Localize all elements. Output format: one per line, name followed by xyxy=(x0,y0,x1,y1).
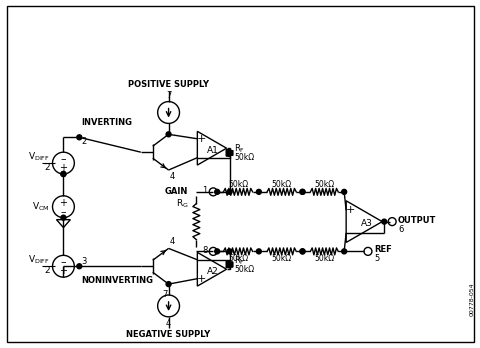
Circle shape xyxy=(256,249,261,254)
Text: 50kΩ: 50kΩ xyxy=(271,180,291,189)
Text: 50kΩ: 50kΩ xyxy=(271,254,291,263)
Text: 50kΩ: 50kΩ xyxy=(228,180,248,189)
Text: 50kΩ: 50kΩ xyxy=(313,180,334,189)
Text: 6: 6 xyxy=(397,225,403,234)
Text: +: + xyxy=(60,163,67,173)
Text: REF: REF xyxy=(373,245,391,254)
Circle shape xyxy=(300,249,304,254)
Text: 00778-054: 00778-054 xyxy=(468,282,474,316)
Text: 1: 1 xyxy=(202,187,207,195)
Text: $\mathregular{R_G}$: $\mathregular{R_G}$ xyxy=(175,198,188,210)
Text: A1: A1 xyxy=(206,146,218,155)
Text: +: + xyxy=(345,205,354,215)
Text: POSITIVE SUPPLY: POSITIVE SUPPLY xyxy=(128,80,209,89)
Text: –: – xyxy=(198,255,204,265)
Text: 2: 2 xyxy=(44,163,49,172)
Text: OUTPUT: OUTPUT xyxy=(397,216,435,225)
Circle shape xyxy=(300,189,304,194)
Circle shape xyxy=(381,219,386,224)
Circle shape xyxy=(77,264,82,269)
Circle shape xyxy=(300,189,304,194)
Text: 7: 7 xyxy=(162,290,167,299)
Text: 4: 4 xyxy=(169,237,174,246)
Text: 7: 7 xyxy=(166,91,171,100)
Text: $\mathregular{R_F}$: $\mathregular{R_F}$ xyxy=(234,254,245,267)
Circle shape xyxy=(166,132,171,137)
Text: –: – xyxy=(60,154,66,164)
Circle shape xyxy=(227,189,231,194)
Text: 5: 5 xyxy=(373,254,378,263)
Text: –: – xyxy=(60,207,66,217)
Circle shape xyxy=(341,249,346,254)
Text: NONINVERTING: NONINVERTING xyxy=(81,276,153,285)
Text: 2: 2 xyxy=(44,266,49,275)
Circle shape xyxy=(61,172,66,176)
Text: +: + xyxy=(196,134,205,144)
Text: 50kΩ: 50kΩ xyxy=(234,153,254,163)
Text: –: – xyxy=(347,228,352,238)
Circle shape xyxy=(341,189,346,194)
Text: 8: 8 xyxy=(202,246,207,255)
Text: GAIN: GAIN xyxy=(165,187,188,196)
Text: 50kΩ: 50kΩ xyxy=(228,254,248,263)
Text: $\mathregular{V_{DIFF}}$: $\mathregular{V_{DIFF}}$ xyxy=(28,151,49,163)
Text: –: – xyxy=(60,257,66,267)
Circle shape xyxy=(256,189,261,194)
Circle shape xyxy=(214,189,219,194)
Text: 50kΩ: 50kΩ xyxy=(234,265,254,274)
Circle shape xyxy=(227,249,231,254)
Text: $\mathregular{V_{CM}}$: $\mathregular{V_{CM}}$ xyxy=(32,200,49,213)
Circle shape xyxy=(61,172,66,176)
Circle shape xyxy=(61,215,66,220)
Text: A2: A2 xyxy=(206,267,218,276)
Circle shape xyxy=(214,249,219,254)
Text: A3: A3 xyxy=(360,219,372,228)
Text: +: + xyxy=(60,198,67,208)
Text: 50kΩ: 50kΩ xyxy=(313,254,334,263)
Text: +: + xyxy=(60,266,67,276)
Text: $\mathregular{R_F}$: $\mathregular{R_F}$ xyxy=(234,143,245,155)
Text: INVERTING: INVERTING xyxy=(81,118,132,127)
Text: 3: 3 xyxy=(81,257,86,266)
Text: –: – xyxy=(198,153,204,163)
Text: $\mathregular{V_{DIFF}}$: $\mathregular{V_{DIFF}}$ xyxy=(28,254,49,266)
Text: 2: 2 xyxy=(81,137,86,146)
Circle shape xyxy=(166,282,171,287)
Text: NEGATIVE SUPPLY: NEGATIVE SUPPLY xyxy=(126,330,210,339)
Text: 4: 4 xyxy=(166,319,171,328)
Text: +: + xyxy=(196,274,205,284)
Circle shape xyxy=(77,135,82,140)
Circle shape xyxy=(300,249,304,254)
Text: 4: 4 xyxy=(169,172,174,181)
